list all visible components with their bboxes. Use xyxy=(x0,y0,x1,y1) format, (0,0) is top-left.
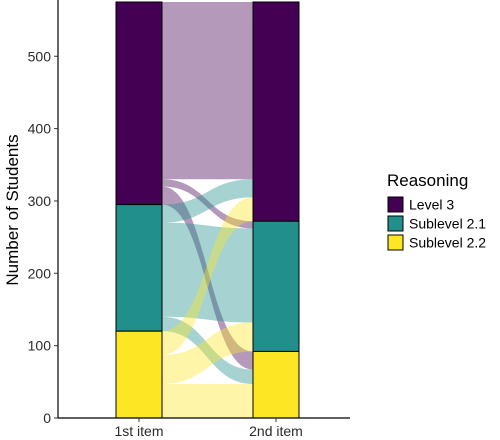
legend-swatch-level-3 xyxy=(387,196,404,213)
flows-layer xyxy=(162,2,253,418)
strata-layer xyxy=(115,1,300,419)
x-tick-label: 2nd item xyxy=(249,423,303,439)
stratum-1-level-3 xyxy=(115,1,163,206)
flow-sublevel-2-2-to-sublevel-2-1 xyxy=(162,322,253,384)
legend-label: Level 3 xyxy=(409,197,454,213)
y-tick-label: 0 xyxy=(43,410,51,426)
legend-title: Reasoning xyxy=(387,171,468,190)
flow-sublevel-2-2-to-level-3 xyxy=(162,197,253,356)
flow-sublevel-2-2-to-sublevel-2-2 xyxy=(162,383,253,418)
y-tick-label: 400 xyxy=(28,121,52,137)
flow-sublevel-2-1-to-level-3 xyxy=(162,179,253,223)
stratum-2-level-3 xyxy=(252,1,300,222)
legend-swatch-sublevel-2-2 xyxy=(387,234,404,251)
legend-label: Sublevel 2.1 xyxy=(409,216,486,232)
stratum-2-sublevel-2-2 xyxy=(252,350,300,419)
stratum-1-sublevel-2-2 xyxy=(115,330,163,419)
legend: Reasoning Level 3 Sublevel 2.1 Sublevel 2.2 xyxy=(387,171,486,251)
flow-level-3-to-sublevel-2-2 xyxy=(162,186,253,370)
legend-label: Sublevel 2.2 xyxy=(409,235,486,251)
stratum-1-sublevel-2-1 xyxy=(115,204,163,332)
y-axis-title: Number of Students xyxy=(3,134,22,285)
stratum-2-sublevel-2-1 xyxy=(252,220,300,352)
flow-sublevel-2-1-to-sublevel-2-1 xyxy=(162,222,253,323)
axes-layer: 0 100 200 300 400 500 1st item 2nd item Number o… xyxy=(3,0,350,439)
y-tick-label: 200 xyxy=(28,265,52,281)
flow-sublevel-2-1-to-sublevel-2-2 xyxy=(162,316,253,384)
x-tick-label: 1st item xyxy=(114,423,163,439)
y-tick-label: 500 xyxy=(28,48,52,64)
legend-swatch-sublevel-2-1 xyxy=(387,215,404,232)
y-tick-label: 100 xyxy=(28,338,52,354)
flow-level-3-to-level-3 xyxy=(162,2,253,180)
flow-level-3-to-sublevel-2-1 xyxy=(162,179,253,229)
y-tick-label: 300 xyxy=(28,193,52,209)
